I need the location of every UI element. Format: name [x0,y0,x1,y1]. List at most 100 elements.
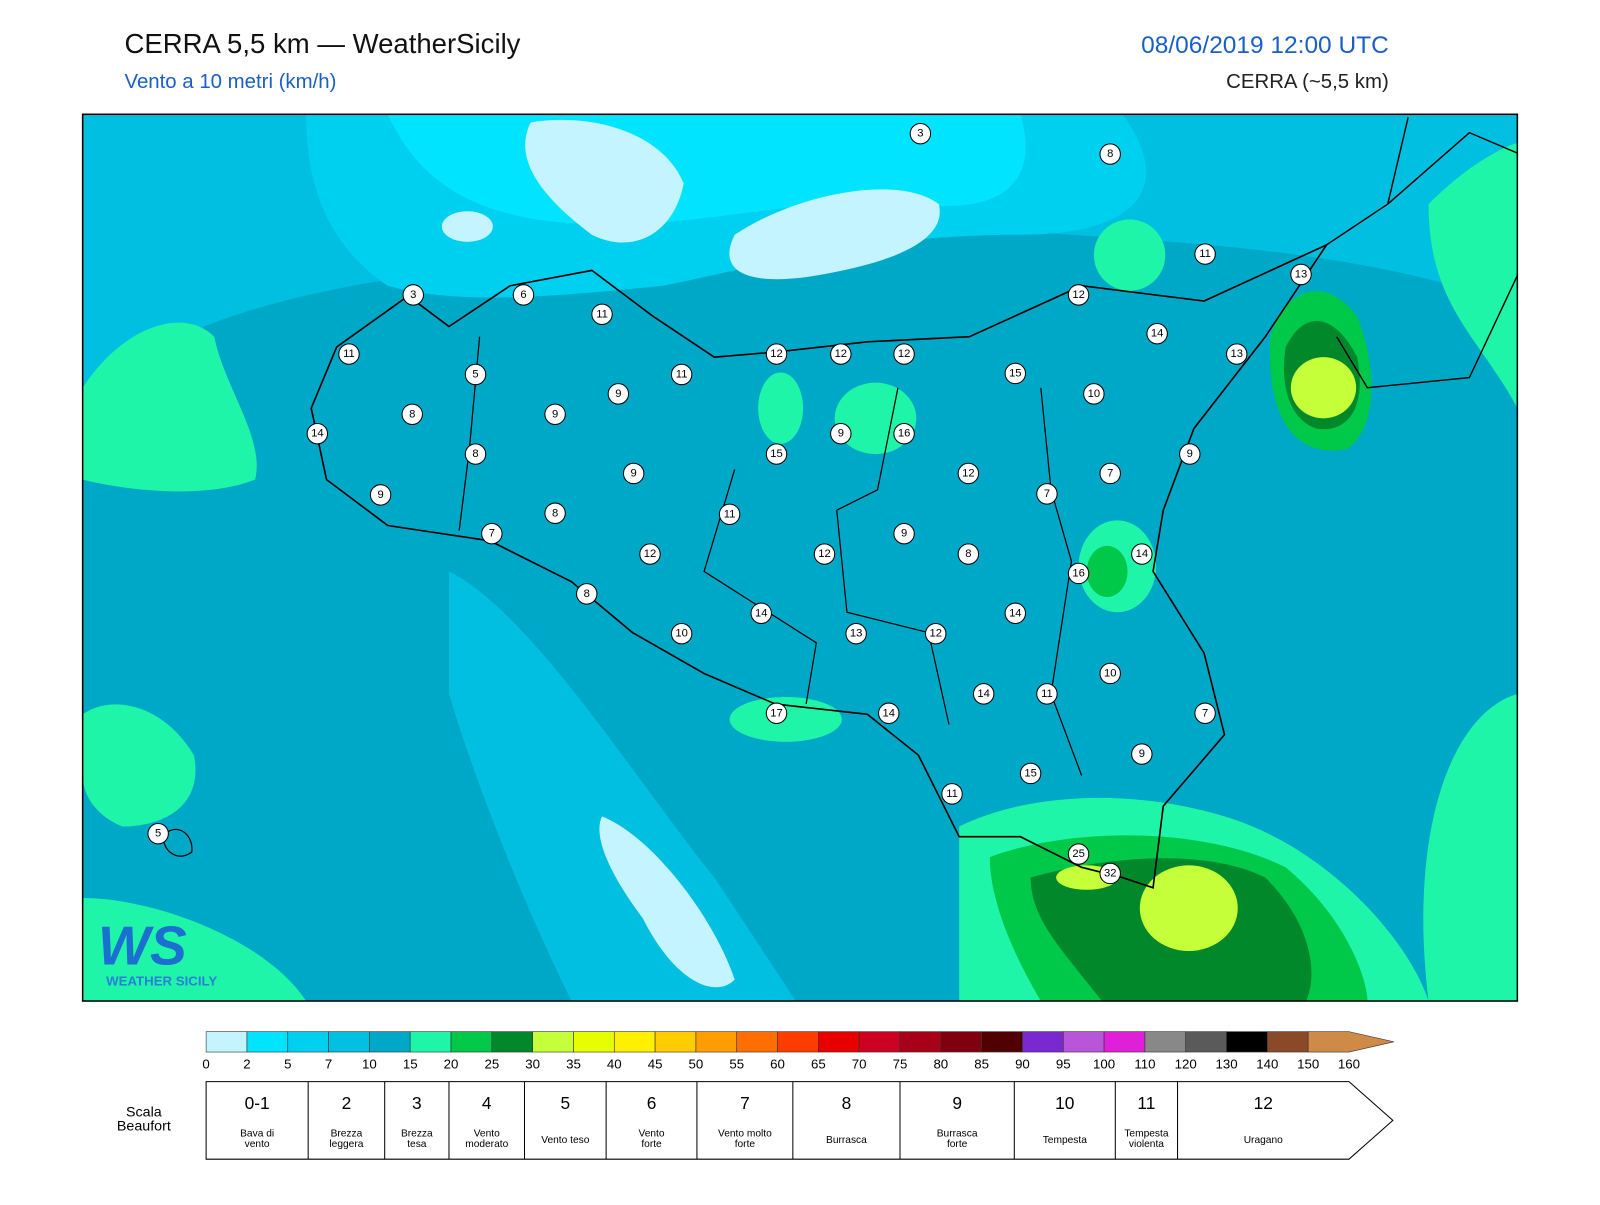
colorbar-tick-label: 110 [1134,1056,1155,1071]
colorbar-tick-label: 50 [689,1056,704,1071]
station-value: 11 [946,788,958,800]
beaufort-desc: Tempesta [1124,1129,1169,1140]
station-marker [1036,483,1058,505]
colorbar-tick-label: 55 [729,1056,744,1071]
station-value: 14 [311,428,323,440]
beaufort-desc: Brezza [331,1129,363,1140]
colorbar-box [287,1031,329,1053]
station-marker [607,383,630,405]
station-value: 5 [472,368,478,380]
station-marker [1131,543,1153,565]
station-value: 12 [898,348,910,360]
beaufort-desc: Brezza [401,1129,433,1140]
colorbar-tick-label: 7 [325,1056,332,1071]
colorbar-box [1062,1031,1105,1053]
station-value: 32 [1104,867,1116,879]
station-marker [670,363,693,386]
station-marker [338,343,360,365]
logo-text: WEATHER SICILY [106,974,217,989]
beaufort-desc: Vento molto [718,1129,772,1140]
colorbar-arrow [1307,1031,1394,1053]
station-value: 11 [1041,688,1053,700]
beaufort-frame [205,1081,1394,1160]
station-marker [830,343,852,365]
colorbar-tick-label: 60 [770,1056,785,1071]
station-marker [1067,284,1090,306]
station-value: 12 [835,348,847,360]
beaufort-desc: forte [735,1139,756,1150]
station-marker [1131,743,1153,765]
station-value: 8 [409,408,415,420]
station-marker [1099,662,1121,685]
colorbar-tick-label: 120 [1175,1056,1197,1071]
station-marker [765,443,788,465]
colorbar-tick-label: 45 [648,1056,663,1071]
colorbar-box [858,1031,901,1053]
station-value: 11 [596,308,608,320]
station-marker [1179,443,1201,465]
colorbar-box [1144,1031,1187,1053]
station-value: 15 [770,448,782,460]
station-marker [1290,263,1312,286]
colorbar-box [328,1031,370,1053]
colorbar-tick-label: 140 [1256,1056,1278,1071]
beaufort-desc: Vento teso [541,1135,589,1146]
colorbar-box [1267,1031,1309,1053]
station-value: 12 [962,467,974,479]
beaufort-force: 5 [560,1093,570,1113]
colorbar-box [1226,1031,1268,1053]
beaufort-force: 12 [1254,1093,1273,1113]
colorbar-box [1185,1031,1227,1053]
colorbar-box [1022,1031,1064,1053]
colorbar-tick-label: 95 [1056,1056,1071,1071]
beaufort-force: 3 [412,1093,422,1113]
logo-mark: WS [98,914,187,976]
beaufort-force: 4 [482,1093,492,1113]
colorbar-box [450,1031,493,1053]
station-marker [401,403,423,425]
station-marker [893,343,915,365]
station-marker [765,343,788,365]
station-marker [957,543,980,565]
colorbar-box [940,1031,982,1053]
station-marker [1099,143,1121,165]
station-value: 3 [917,128,923,140]
station-value: 9 [615,388,621,400]
colorbar-box [613,1031,656,1053]
station-marker [1146,322,1168,345]
station-marker [718,503,741,525]
beaufort-desc: Burrasca [937,1129,978,1140]
station-marker [591,303,613,325]
station-value: 12 [1072,289,1084,301]
station-marker [893,422,915,445]
station-value: 14 [977,688,989,700]
station-value: 12 [929,628,941,640]
colorbar-box [532,1031,574,1053]
station-marker [830,422,852,445]
station-value: 9 [377,489,383,501]
station-labels: 3 8 11 13 3 6 11 12 14 13 11 5 11 12 12 12 15 10 9 8 9 14 8 15 9… [147,122,1312,885]
station-marker [464,443,487,465]
station-marker [1067,843,1090,865]
beaufort-desc: Uragano [1244,1135,1283,1146]
station-value: 14 [1136,548,1148,560]
station-value: 10 [1088,388,1100,400]
colorbar-tick-label: 10 [362,1056,377,1071]
beaufort-title: Scala [126,1104,162,1120]
station-marker [1019,762,1042,785]
beaufort-desc: Tempesta [1043,1135,1088,1146]
station-value: 9 [901,528,907,540]
station-marker [1083,383,1105,405]
colorbar-tick-label: 2 [243,1056,250,1071]
colorbar-tick-label: 80 [933,1056,948,1071]
station-value: 12 [818,548,830,560]
station-marker [306,422,329,445]
beaufort-title: Beaufort [117,1119,171,1135]
station-marker [481,522,503,545]
station-value: 13 [1230,348,1242,360]
beaufort-force: 2 [342,1093,352,1113]
map: WS WEATHER SICILY [82,114,1518,1002]
station-marker [925,622,947,645]
